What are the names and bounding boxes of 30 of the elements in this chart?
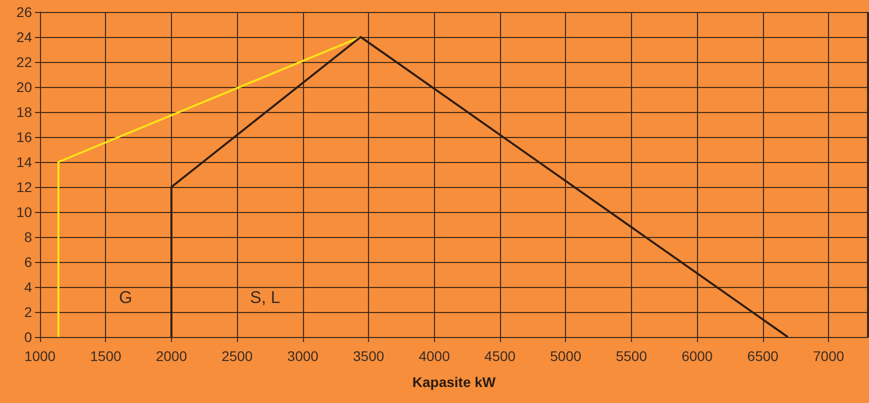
- x-tick-label: 2000: [156, 348, 188, 364]
- y-tick-label: 24: [16, 29, 32, 45]
- x-tick-label: 5000: [550, 348, 582, 364]
- y-tick-label: 14: [16, 154, 32, 170]
- y-tick-label: 12: [16, 179, 32, 195]
- x-axis-title: Kapasite kW: [412, 374, 496, 390]
- x-tick-label: 7000: [812, 348, 844, 364]
- y-tick-label: 20: [16, 79, 32, 95]
- annotation: G: [119, 288, 132, 307]
- x-tick-label: 4500: [484, 348, 516, 364]
- y-tick-label: 10: [16, 204, 32, 220]
- x-tick-label: 2500: [222, 348, 253, 364]
- y-tick-label: 26: [16, 4, 32, 20]
- y-tick-label: 2: [24, 304, 32, 320]
- x-tick-label: 1500: [90, 348, 122, 364]
- x-tick-label: 4000: [418, 348, 450, 364]
- x-tick-label: 1000: [24, 348, 56, 364]
- x-tick-label: 6500: [747, 348, 779, 364]
- x-tick-label: 6000: [682, 348, 713, 364]
- annotation: S, L: [250, 288, 280, 307]
- y-tick-label: 0: [24, 329, 32, 345]
- y-tick-label: 6: [24, 254, 32, 270]
- y-tick-label: 8: [24, 229, 32, 245]
- y-tick-label: 18: [16, 104, 32, 120]
- x-tick-label: 3000: [287, 348, 319, 364]
- x-tick-label: 3500: [352, 348, 384, 364]
- y-tick-label: 4: [24, 279, 32, 295]
- y-tick-label: 16: [16, 129, 32, 145]
- x-tick-label: 5500: [616, 348, 648, 364]
- y-tick-label: 22: [16, 54, 32, 70]
